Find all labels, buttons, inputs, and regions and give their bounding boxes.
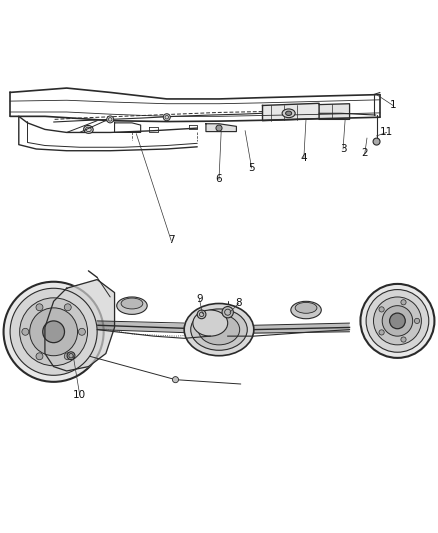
Text: 1: 1 (390, 100, 396, 110)
Circle shape (10, 288, 97, 375)
Circle shape (64, 304, 71, 311)
Circle shape (222, 306, 233, 318)
Ellipse shape (198, 314, 240, 345)
Ellipse shape (184, 303, 254, 356)
Ellipse shape (193, 310, 228, 336)
Text: 4: 4 (300, 152, 307, 163)
Circle shape (22, 328, 29, 335)
Circle shape (373, 138, 380, 145)
Circle shape (4, 282, 104, 382)
Circle shape (173, 377, 179, 383)
Circle shape (379, 307, 384, 312)
Ellipse shape (191, 309, 247, 350)
Text: 5: 5 (248, 163, 255, 173)
Text: 6: 6 (215, 174, 223, 184)
Circle shape (390, 313, 405, 329)
Circle shape (414, 318, 420, 324)
Circle shape (216, 125, 222, 131)
Ellipse shape (286, 111, 292, 116)
Circle shape (36, 304, 43, 311)
Polygon shape (206, 124, 237, 132)
Circle shape (197, 310, 206, 319)
Polygon shape (45, 279, 115, 371)
Circle shape (64, 353, 71, 360)
Ellipse shape (84, 125, 93, 133)
Circle shape (374, 297, 421, 345)
Circle shape (382, 305, 413, 336)
Circle shape (43, 321, 64, 343)
Circle shape (401, 337, 406, 342)
Text: 2: 2 (361, 148, 368, 158)
Circle shape (30, 308, 78, 356)
Text: 8: 8 (235, 298, 242, 309)
Text: 7: 7 (168, 236, 174, 245)
Ellipse shape (117, 297, 147, 314)
Polygon shape (319, 104, 350, 119)
Circle shape (163, 114, 170, 120)
Circle shape (366, 289, 429, 352)
Ellipse shape (295, 302, 317, 313)
Circle shape (107, 116, 114, 123)
Text: 11: 11 (380, 127, 393, 138)
Circle shape (379, 330, 384, 335)
Circle shape (67, 352, 75, 360)
Circle shape (78, 328, 85, 335)
Circle shape (360, 284, 434, 358)
Ellipse shape (291, 301, 321, 319)
Text: 10: 10 (73, 390, 86, 400)
Ellipse shape (282, 109, 295, 118)
Ellipse shape (121, 298, 143, 309)
Polygon shape (262, 103, 319, 120)
Circle shape (36, 353, 43, 360)
Text: 9: 9 (196, 294, 203, 304)
Circle shape (20, 298, 88, 366)
Text: 3: 3 (340, 144, 346, 154)
Circle shape (401, 300, 406, 305)
